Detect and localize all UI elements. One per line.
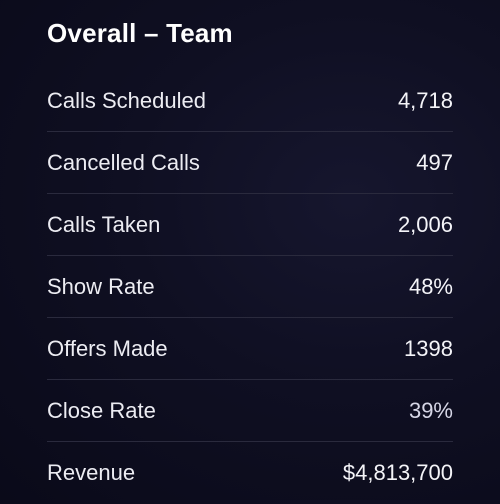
metric-row-revenue: Revenue $4,813,700	[47, 442, 453, 504]
metric-value: 1398	[404, 335, 453, 361]
metric-row-show-rate: Show Rate 48%	[47, 256, 453, 318]
metric-label: Show Rate	[47, 273, 155, 299]
metric-row-calls-scheduled: Calls Scheduled 4,718	[47, 70, 453, 132]
metric-value: 497	[416, 149, 453, 175]
panel-title: Overall – Team	[47, 18, 233, 48]
team-stats-panel: Overall – Team Calls Scheduled 4,718 Can…	[47, 0, 453, 500]
metric-label: Close Rate	[47, 397, 156, 423]
metric-row-calls-taken: Calls Taken 2,006	[47, 194, 453, 256]
metric-label: Calls Taken	[47, 211, 161, 237]
metric-value: 2,006	[397, 211, 453, 237]
metric-label: Cancelled Calls	[47, 149, 200, 175]
metric-label: Revenue	[47, 460, 136, 485]
metric-value: 39%	[408, 397, 453, 423]
metrics-list: Calls Scheduled 4,718 Cancelled Calls 49…	[47, 70, 453, 504]
metric-value: 4,718	[397, 87, 453, 113]
metric-value: $4,813,700	[342, 460, 453, 485]
metric-row-close-rate: Close Rate 39%	[47, 380, 453, 442]
metric-row-cancelled-calls: Cancelled Calls 497	[47, 132, 453, 194]
metric-value: 48%	[408, 273, 453, 299]
metric-label: Offers Made	[47, 335, 168, 361]
metric-row-offers-made: Offers Made 1398	[47, 318, 453, 380]
metric-label: Calls Scheduled	[47, 87, 206, 113]
